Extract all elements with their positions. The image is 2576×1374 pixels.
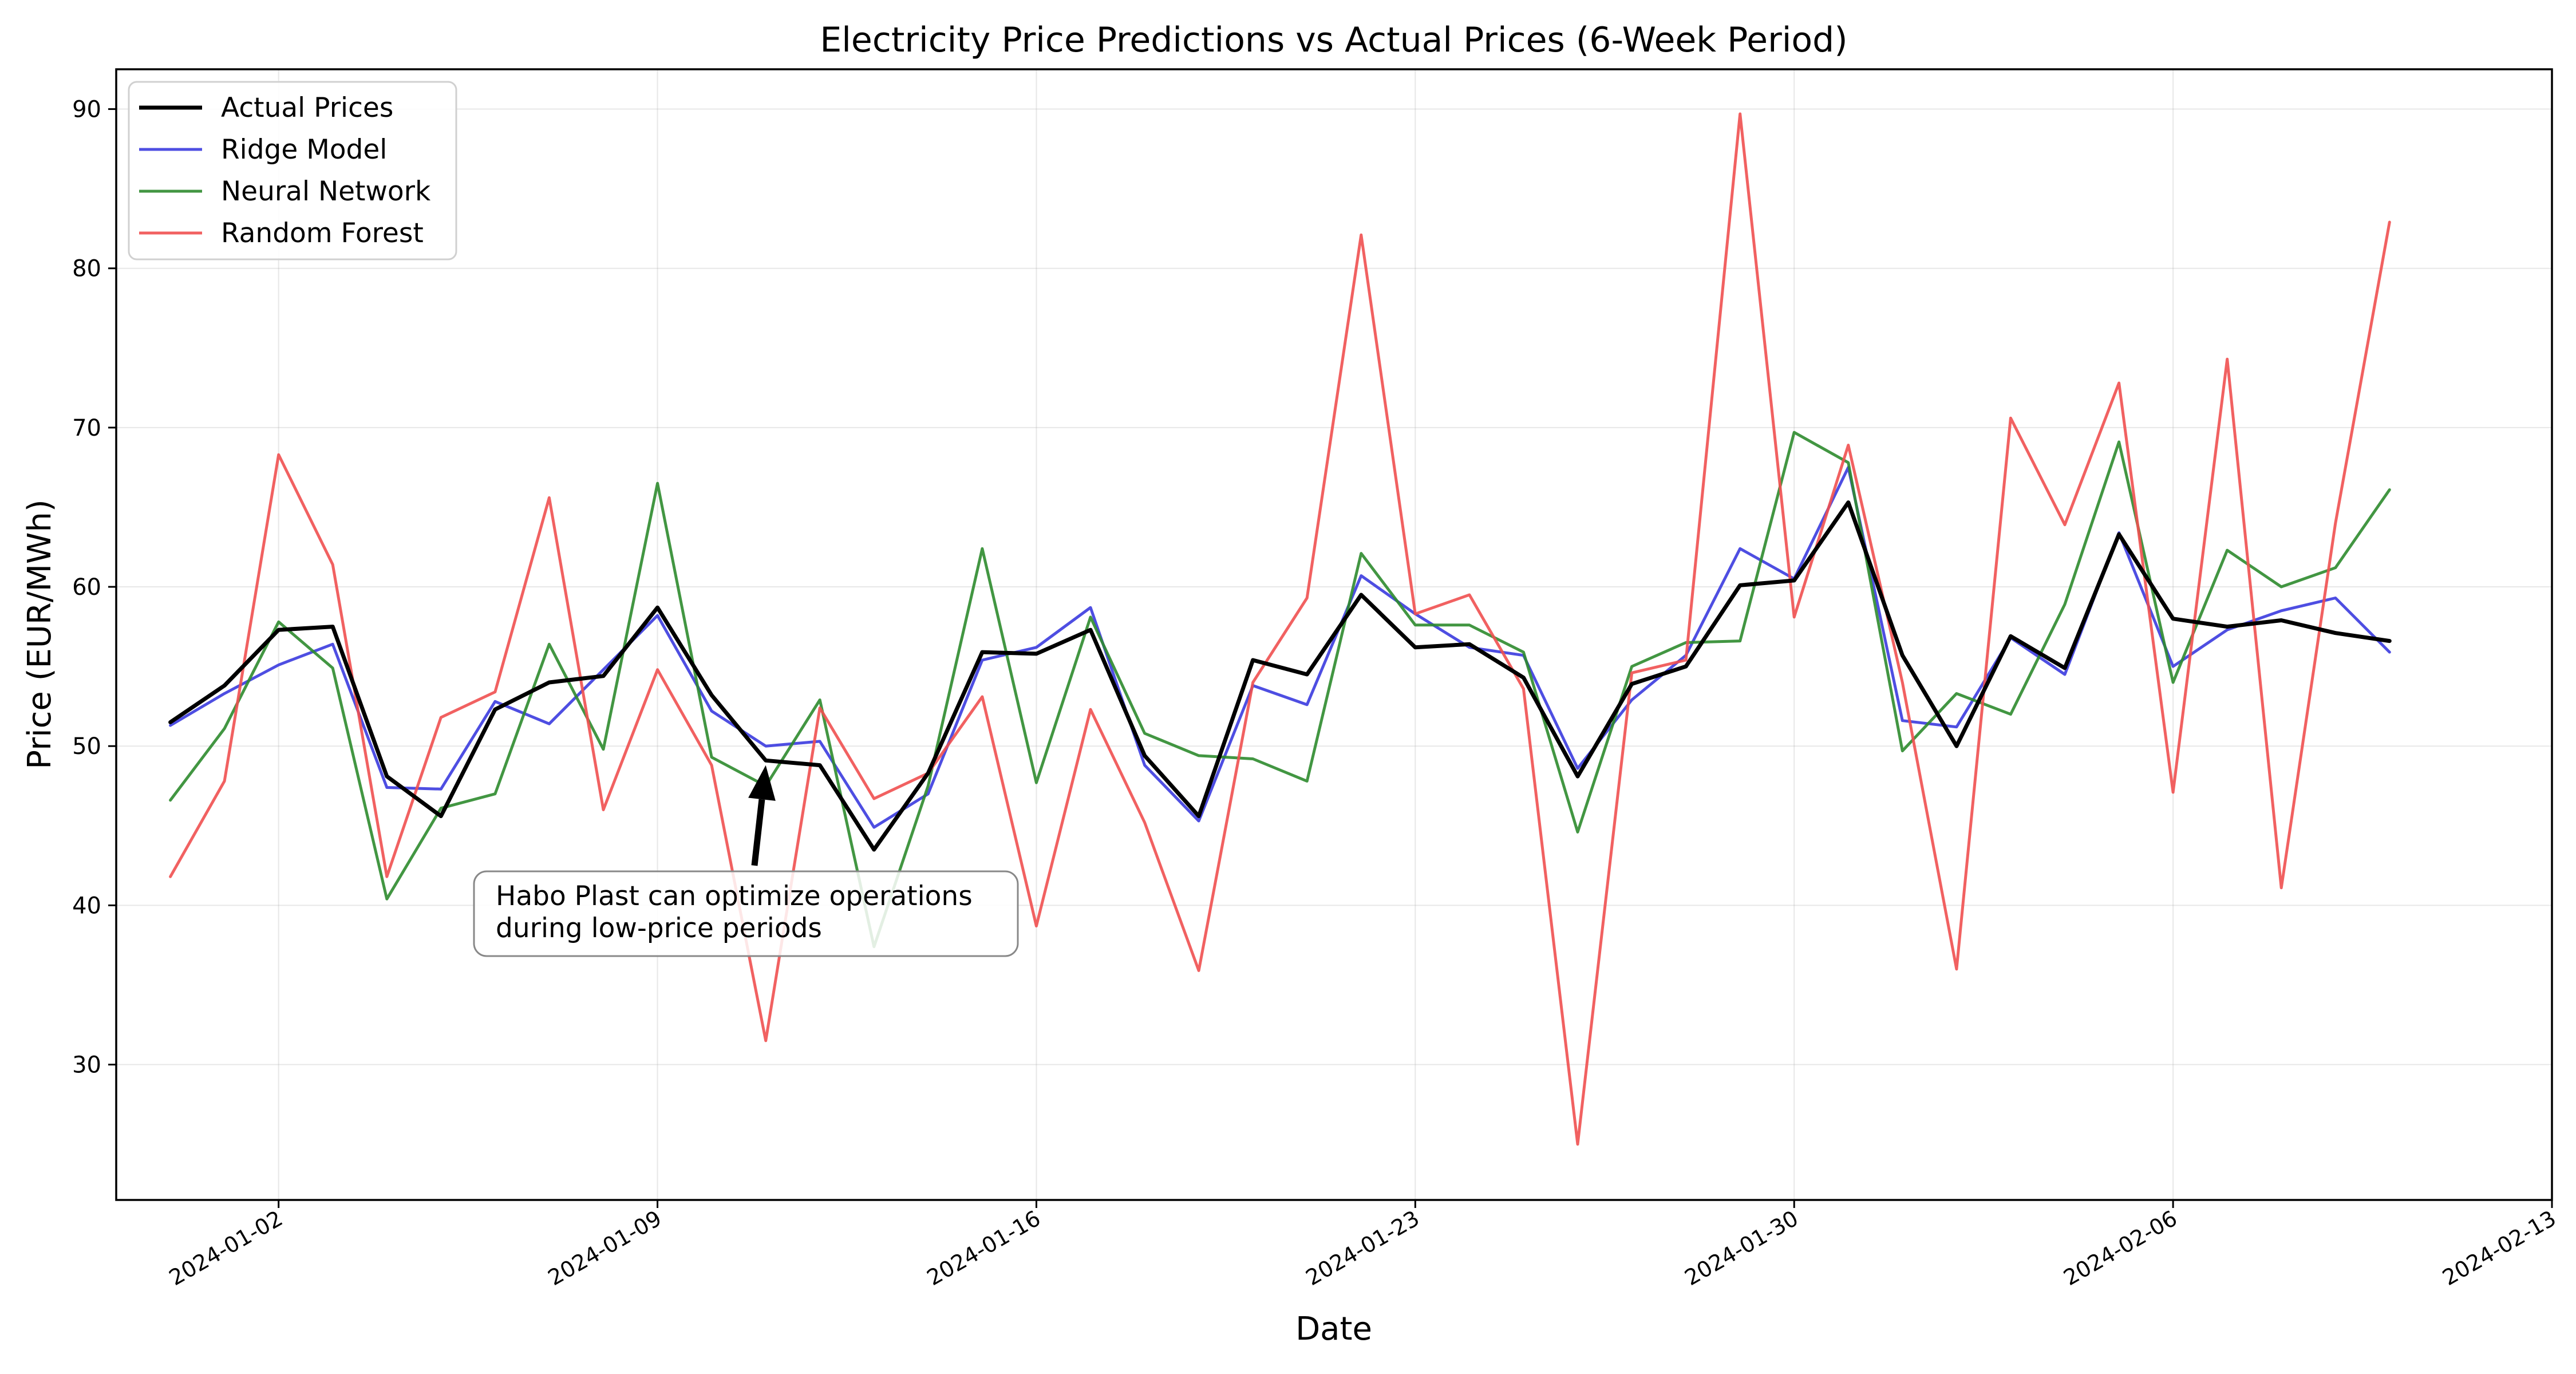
annotation-box	[473, 870, 1019, 957]
legend-box	[128, 81, 457, 260]
series-group	[168, 112, 2392, 1146]
y-tick-label: 60	[72, 574, 101, 601]
y-tick-label: 90	[72, 97, 101, 123]
y-tick-label: 30	[72, 1052, 101, 1079]
legend-label: Random Forest	[221, 218, 424, 249]
legend-label: Ridge Model	[221, 134, 387, 165]
annotation-arrow-shaft	[751, 799, 765, 866]
series-line-actual-prices	[168, 500, 2392, 852]
y-tick-label: 50	[72, 733, 101, 760]
legend-label: Actual Prices	[221, 92, 393, 124]
x-tick-label: 2024-02-13	[2438, 1206, 2560, 1291]
annotation-text-line: Habo Plast can optimize operations	[496, 881, 973, 912]
legend: Actual Prices Ridge Model Neural Network Ra…	[128, 81, 457, 260]
x-tick-label: 2024-01-23	[1302, 1206, 1424, 1291]
series-line-ridge-model	[169, 465, 2391, 829]
x-tick-label: 2024-01-30	[1680, 1206, 1802, 1291]
legend-label: Neural Network	[221, 176, 431, 207]
chart-title: Electricity Price Predictions vs Actual …	[820, 20, 1847, 60]
x-tick-label: 2024-01-09	[544, 1206, 666, 1291]
x-tick-label: 2024-01-16	[923, 1206, 1045, 1291]
x-tick-label: 2024-01-02	[165, 1206, 287, 1291]
annotation: Habo Plast can optimize operationsduring…	[473, 765, 1019, 957]
grid-lines	[116, 69, 2553, 1200]
x-axis-label: Date	[1295, 1310, 1372, 1348]
axis-ticks: 2024-01-02 2024-01-09 2024-01-16 2024-01-23…	[72, 97, 2560, 1291]
y-tick-label: 70	[72, 415, 101, 441]
series-line-neural-network	[169, 431, 2391, 949]
y-axis-label: Price (EUR/MWh)	[21, 499, 58, 769]
annotation-arrow-head	[748, 765, 776, 801]
y-tick-label: 40	[72, 893, 101, 919]
annotation-text-line: during low-price periods	[496, 913, 822, 944]
y-tick-label: 80	[72, 256, 101, 282]
series-line-random-forest	[169, 112, 2391, 1146]
x-tick-label: 2024-02-06	[2059, 1206, 2181, 1291]
plot-frame	[115, 68, 2553, 1201]
